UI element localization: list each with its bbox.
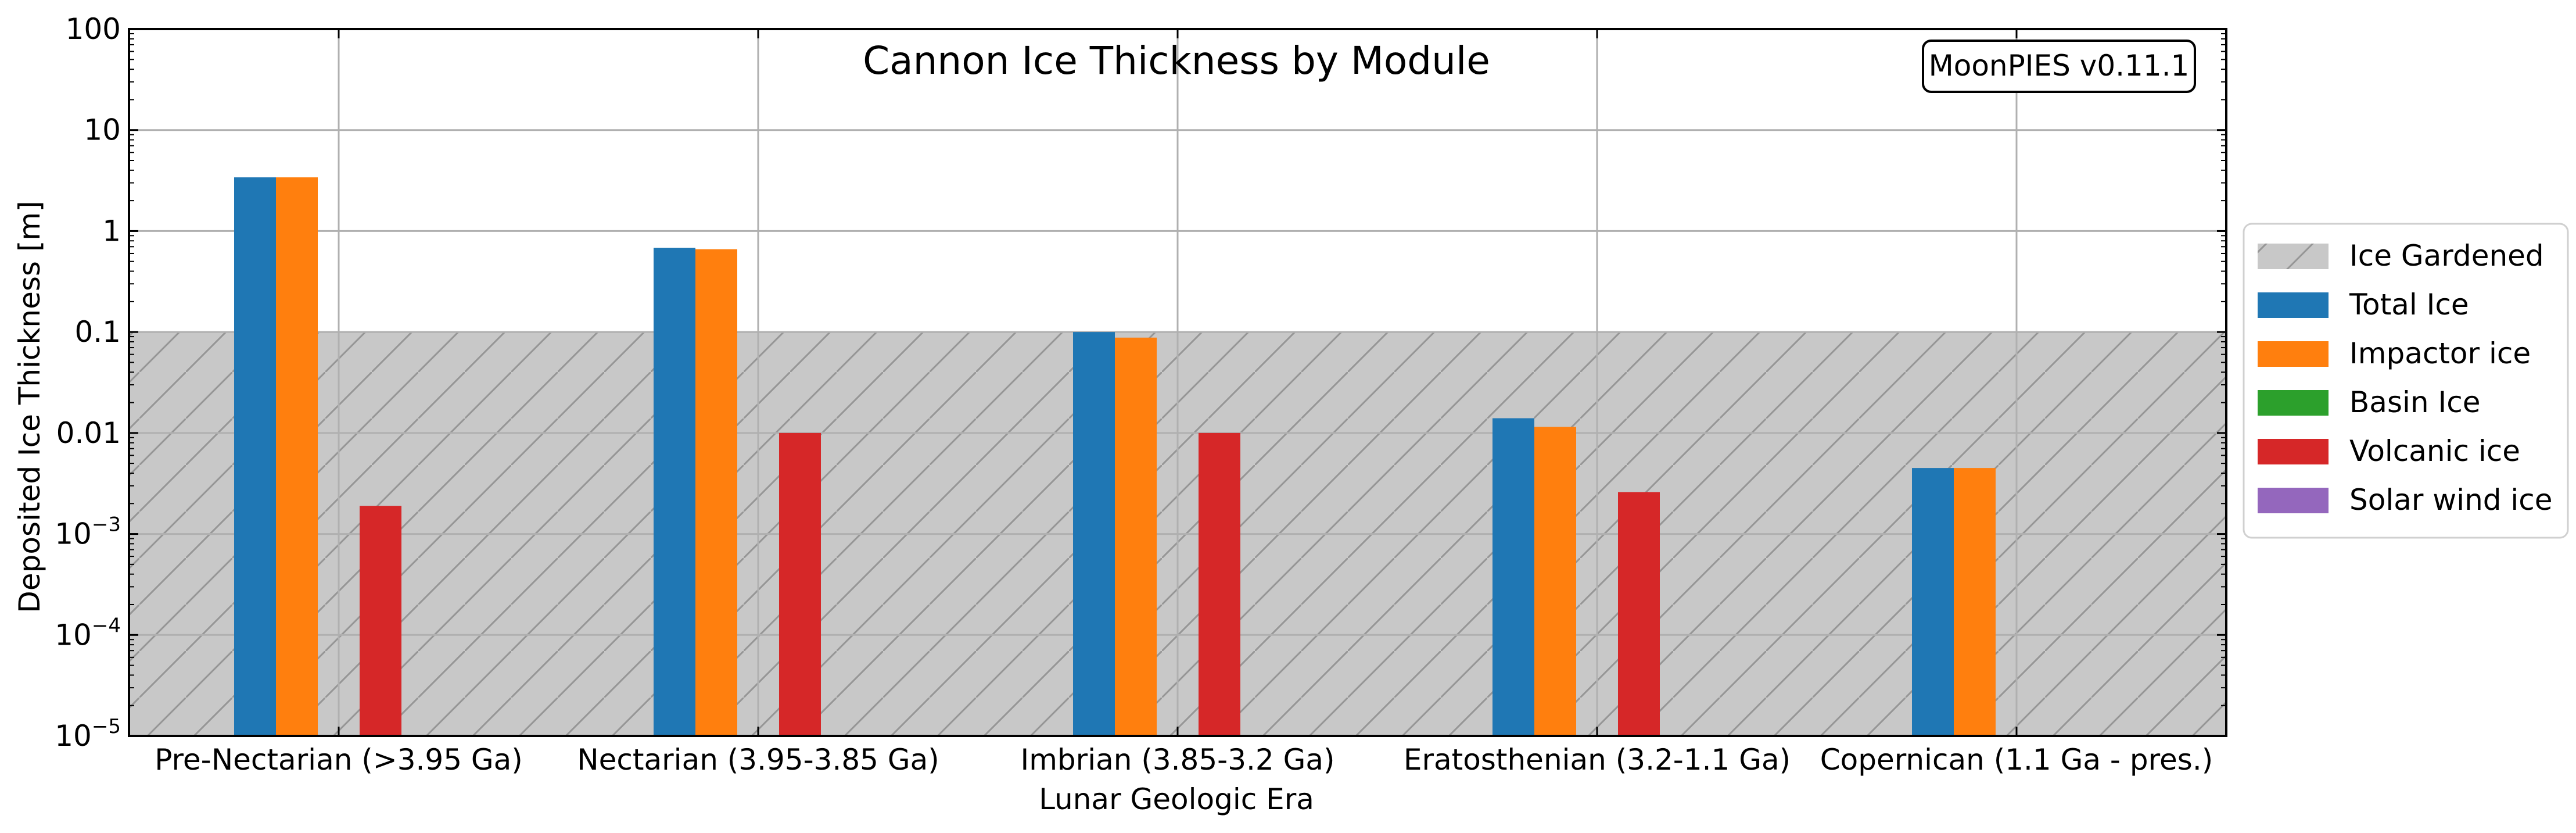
y-tick-label: 10−3 xyxy=(55,513,121,551)
legend-swatch xyxy=(2258,292,2329,318)
legend-label: Total Ice xyxy=(2349,288,2469,321)
legend-swatch xyxy=(2258,341,2329,367)
legend-label: Ice Gardened xyxy=(2349,239,2544,273)
bar xyxy=(1912,468,1954,736)
x-tick-label: Copernican (1.1 Ga - pres.) xyxy=(1820,743,2213,777)
legend-swatch xyxy=(2258,390,2329,416)
bar xyxy=(1954,468,1996,736)
y-tick-label: 0.1 xyxy=(74,315,121,349)
legend-swatch xyxy=(2258,488,2329,513)
bar xyxy=(234,177,276,736)
bar xyxy=(360,506,401,736)
legend-swatch xyxy=(2258,439,2329,464)
x-axis-label: Lunar Geologic Era xyxy=(1039,782,1314,816)
x-tick-label: Eratosthenian (3.2-1.1 Ga) xyxy=(1404,743,1791,777)
bar xyxy=(1618,492,1660,736)
bar xyxy=(1492,418,1534,736)
legend-label: Solar wind ice xyxy=(2349,483,2553,517)
x-tick-label: Pre-Nectarian (>3.95 Ga) xyxy=(155,743,523,777)
bar xyxy=(276,177,318,736)
legend-label: Volcanic ice xyxy=(2349,434,2520,468)
y-tick-label: 1 xyxy=(102,214,121,248)
legend-label: Basin Ice xyxy=(2349,385,2480,419)
y-tick-label: 10−5 xyxy=(55,715,121,753)
bar xyxy=(1534,427,1576,736)
legend-label: Impactor ice xyxy=(2349,337,2531,370)
bar xyxy=(654,248,695,736)
legend-swatch-hatch xyxy=(2258,244,2329,269)
y-axis-label: Deposited Ice Thickness [m] xyxy=(13,201,46,613)
version-badge: MoonPIES v0.11.1 xyxy=(1922,40,2196,93)
bar xyxy=(779,432,821,736)
x-tick-label: Imbrian (3.85-3.2 Ga) xyxy=(1020,743,1334,777)
bar xyxy=(1199,432,1240,736)
x-tick-label: Nectarian (3.95-3.85 Ga) xyxy=(577,743,939,777)
y-tick-label: 10−4 xyxy=(55,614,121,652)
y-tick-label: 10 xyxy=(84,113,121,147)
bar xyxy=(1115,337,1157,736)
bar xyxy=(695,249,737,736)
legend: Ice Gardened Total Ice Impactor ice Basin I… xyxy=(2243,223,2569,539)
version-badge-label: MoonPIES v0.11.1 xyxy=(1929,49,2190,83)
y-tick-label: 100 xyxy=(66,12,121,46)
bar xyxy=(1073,332,1115,736)
chart-title: Cannon Ice Thickness by Module xyxy=(863,38,1490,83)
y-tick-label: 0.01 xyxy=(56,416,121,450)
